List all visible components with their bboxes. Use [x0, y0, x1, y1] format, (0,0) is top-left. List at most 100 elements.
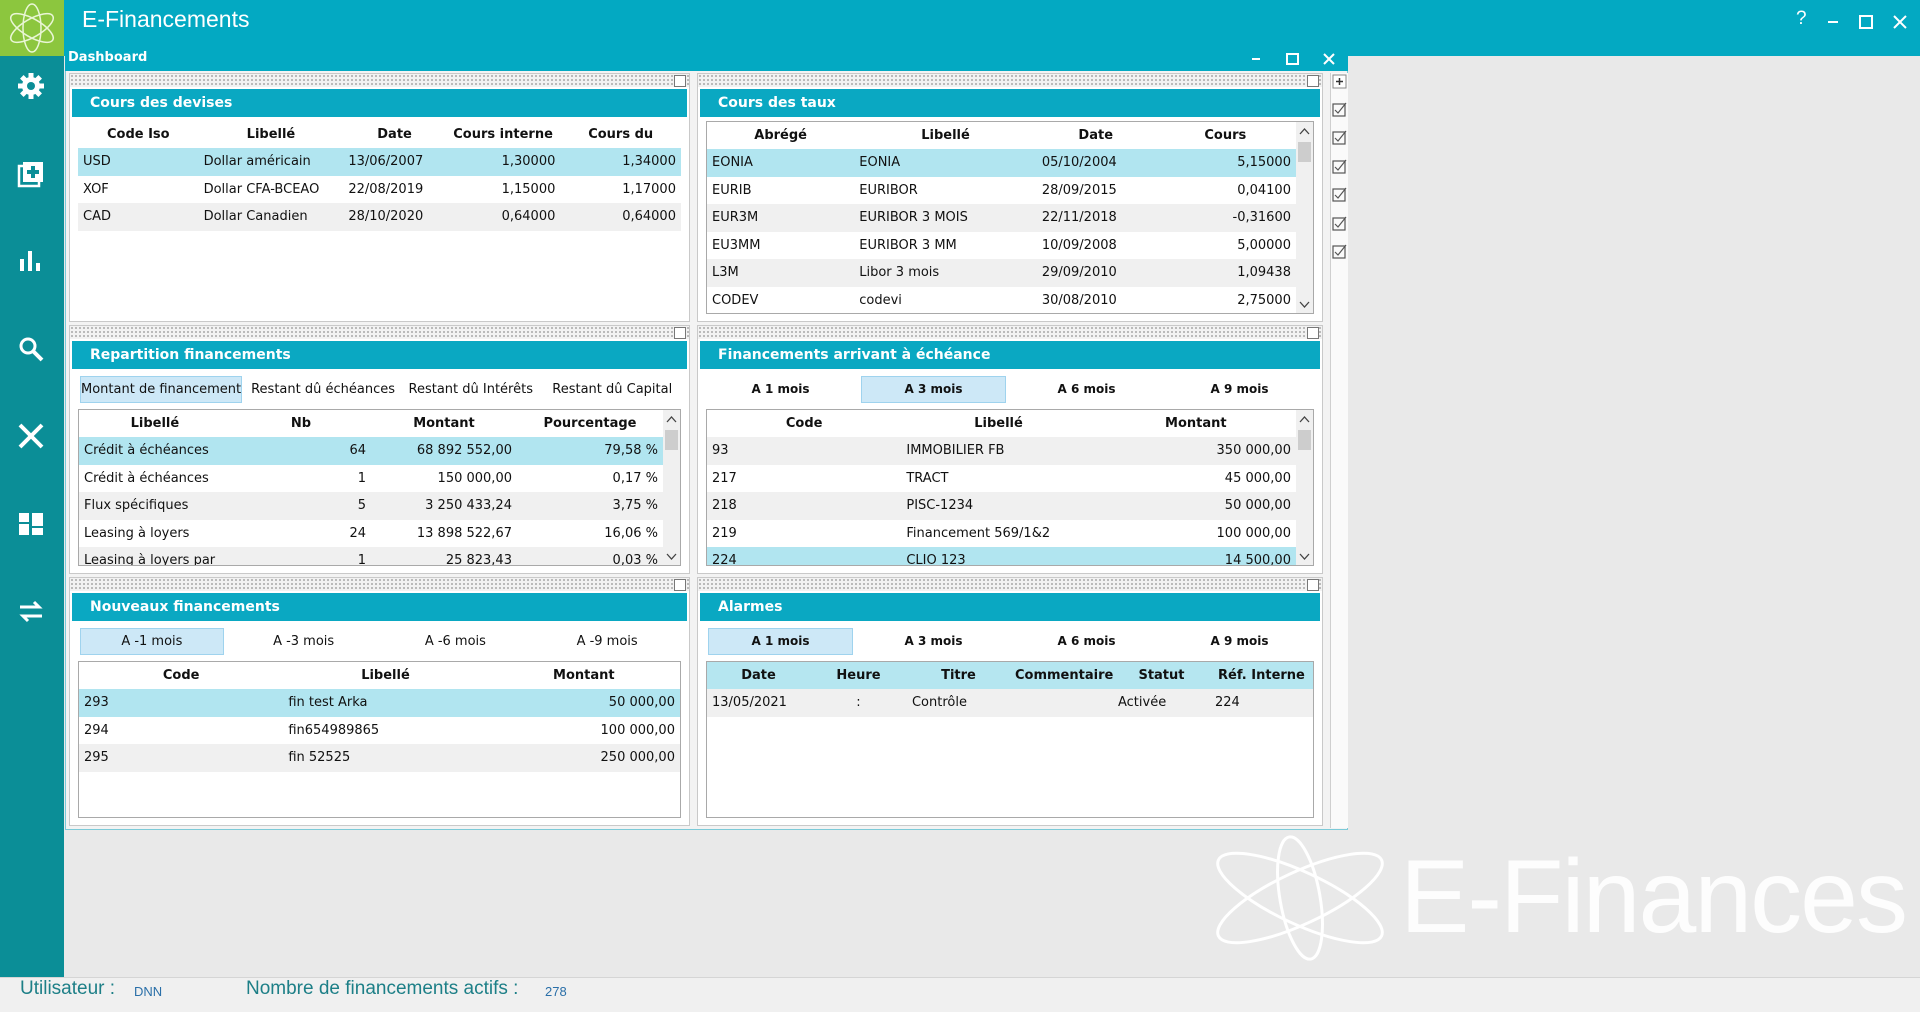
table-row[interactable]: Leasing à loyers 24 13 898 522,67 16,06 %: [79, 519, 663, 547]
tab[interactable]: A 3 mois: [861, 376, 1006, 403]
table-row[interactable]: 93 IMMOBILIER FB 350 000,00: [707, 437, 1296, 465]
column-header[interactable]: Libellé: [921, 128, 970, 143]
scrollbar[interactable]: [663, 410, 680, 565]
table-cell: 1,34000: [622, 154, 676, 170]
tab[interactable]: A 9 mois: [1210, 382, 1269, 396]
checkbox[interactable]: [1332, 187, 1347, 202]
settings-icon[interactable]: [18, 73, 44, 99]
checkbox[interactable]: [1332, 159, 1347, 174]
tab[interactable]: A -1 mois: [80, 628, 224, 655]
tab[interactable]: A -9 mois: [576, 634, 638, 649]
dashboard-icon[interactable]: [19, 513, 43, 535]
column-header[interactable]: Cours du: [588, 127, 654, 142]
table-cell: 45 000,00: [1224, 470, 1291, 486]
maximize[interactable]: [1286, 53, 1299, 65]
table-row[interactable]: 224 CLIO 123 14 500,00: [707, 547, 1296, 565]
scroll-down[interactable]: [1296, 297, 1313, 311]
table-row[interactable]: L3M Libor 3 mois 29/09/2010 1,09438: [707, 259, 1296, 287]
tab[interactable]: A 1 mois: [751, 382, 810, 396]
column-header[interactable]: Pourcentage: [543, 416, 637, 431]
scroll-down[interactable]: [1296, 549, 1313, 563]
checkbox[interactable]: [1332, 130, 1347, 145]
table-row[interactable]: CODEV codevi 30/08/2010 2,75000: [707, 286, 1296, 313]
table-row[interactable]: 217 TRACT 45 000,00: [707, 464, 1296, 492]
column-header[interactable]: Date: [741, 668, 776, 683]
close[interactable]: [1893, 15, 1907, 29]
column-header[interactable]: Nb: [290, 416, 311, 431]
table-row[interactable]: CAD Dollar Canadien 28/10/2020 0,64000 0,640…: [78, 203, 681, 231]
column-header[interactable]: Cours interne: [453, 127, 553, 142]
column-header[interactable]: Statut: [1138, 668, 1185, 683]
column-header[interactable]: Code Iso: [106, 127, 170, 142]
table-row[interactable]: EU3MM EURIBOR 3 MM 10/09/2008 5,00000: [707, 231, 1296, 259]
tab[interactable]: A 9 mois: [1210, 634, 1269, 648]
scroll-down[interactable]: [663, 549, 680, 563]
table-row[interactable]: EUR3M EURIBOR 3 MOIS 22/11/2018 -0,31600: [707, 204, 1296, 232]
table-row[interactable]: 293 fin test Arka 50 000,00: [79, 689, 680, 717]
column-header[interactable]: Réf. Interne: [1218, 668, 1305, 683]
table-row[interactable]: 218 PISC-1234 50 000,00: [707, 492, 1296, 520]
close-widget[interactable]: [674, 327, 686, 339]
table-row[interactable]: USD Dollar américain 13/06/2007 1,30000 1,34…: [78, 148, 681, 176]
table-row[interactable]: Flux spécifiques 5 3 250 433,24 3,75 %: [79, 492, 663, 520]
column-header[interactable]: Abrégé: [754, 128, 807, 143]
tab[interactable]: Restant dû Intérêts: [408, 382, 533, 397]
tab[interactable]: A -3 mois: [273, 634, 335, 649]
tab[interactable]: Montant de financement: [80, 376, 243, 403]
column-header[interactable]: Cours: [1204, 128, 1247, 143]
table-row[interactable]: XOF Dollar CFA-BCEAO 22/08/2019 1,15000 1,17…: [78, 175, 681, 203]
column-header[interactable]: Date: [1078, 128, 1114, 143]
window-header: [65, 47, 1348, 71]
table-row[interactable]: Leasing à loyers par 1 25 823,43 0,03 %: [79, 547, 663, 565]
column-header[interactable]: Code: [162, 668, 200, 683]
close-widget[interactable]: [674, 75, 686, 87]
chart-icon[interactable]: [20, 251, 40, 271]
column-header[interactable]: Heure: [836, 668, 881, 683]
column-header[interactable]: Libellé: [130, 416, 180, 431]
table-row[interactable]: 219 Financement 569/1&2 100 000,00: [707, 519, 1296, 547]
table-row[interactable]: 294 fin654989865 100 000,00: [79, 716, 680, 744]
table-row[interactable]: Crédit à échéances 1 150 000,00 0,17 %: [79, 464, 663, 492]
close[interactable]: [1323, 53, 1335, 65]
close-widget[interactable]: [674, 579, 686, 591]
column-header[interactable]: Montant: [413, 416, 475, 431]
table-row[interactable]: Crédit à échéances 64 68 892 552,00 79,58 %: [79, 437, 663, 465]
tools-icon[interactable]: [18, 423, 44, 449]
table-row[interactable]: EURIB EURIBOR 28/09/2015 0,04100: [707, 176, 1296, 204]
checkbox[interactable]: [1332, 102, 1347, 117]
table-row[interactable]: EONIA EONIA 05/10/2004 5,15000: [707, 149, 1296, 177]
checkbox[interactable]: [1332, 216, 1347, 231]
scrollbar[interactable]: [1296, 410, 1313, 565]
maximize[interactable]: [1859, 15, 1873, 29]
column-header[interactable]: Commentaire: [1014, 668, 1113, 683]
close-widget[interactable]: [1307, 75, 1319, 87]
column-header[interactable]: Date: [377, 127, 412, 142]
column-header[interactable]: Montant: [553, 668, 615, 683]
add-icon[interactable]: [17, 162, 43, 188]
search-icon[interactable]: [19, 337, 44, 362]
tab[interactable]: A 1 mois: [708, 628, 853, 655]
transfer-icon[interactable]: [19, 600, 43, 623]
column-header[interactable]: Montant: [1165, 416, 1227, 431]
column-header[interactable]: Titre: [941, 668, 976, 683]
tab[interactable]: A 3 mois: [904, 634, 963, 648]
table-row[interactable]: 13/05/2021: Contrôle Activée 224: [707, 689, 1313, 717]
help-button[interactable]: ?: [1796, 8, 1807, 29]
close-widget[interactable]: [1307, 579, 1319, 591]
add-widget[interactable]: [1332, 74, 1347, 89]
column-header[interactable]: Code: [785, 416, 823, 431]
tab[interactable]: Restant dû Capital: [552, 382, 673, 397]
column-header[interactable]: Libellé: [974, 416, 1023, 431]
tab[interactable]: A 6 mois: [1057, 634, 1116, 648]
checkbox[interactable]: [1332, 244, 1347, 259]
table-row[interactable]: 295 fin 52525 250 000,00: [79, 744, 680, 772]
column-header[interactable]: Libellé: [361, 668, 410, 683]
tab[interactable]: A 6 mois: [1057, 382, 1116, 396]
tab[interactable]: A -6 mois: [424, 634, 486, 649]
tab[interactable]: Restant dû échéances: [251, 382, 395, 397]
column-header[interactable]: Libellé: [246, 127, 296, 142]
close-widget[interactable]: [1307, 327, 1319, 339]
scrollbar[interactable]: [1296, 122, 1313, 313]
